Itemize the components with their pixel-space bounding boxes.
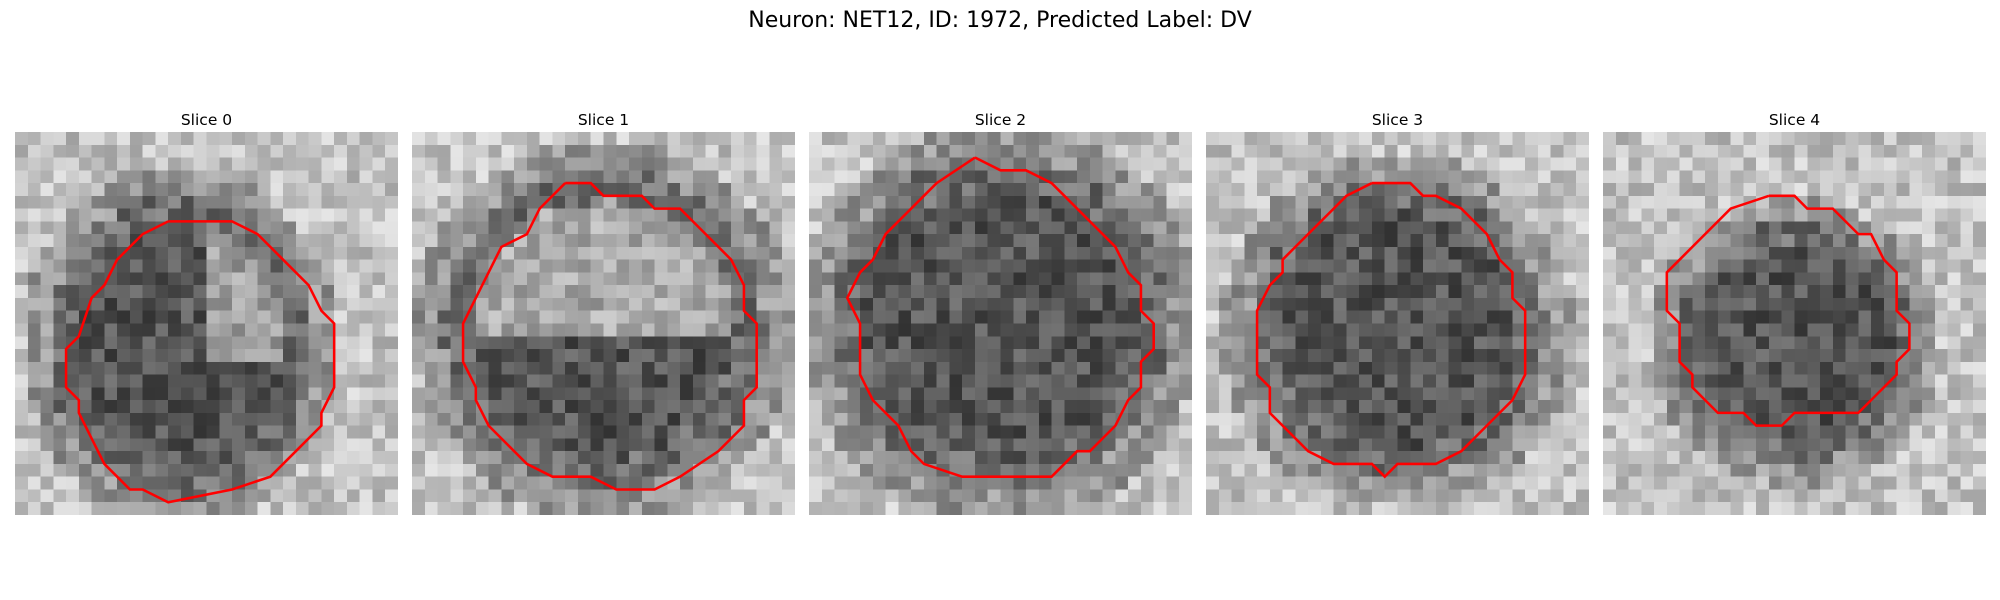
slice-title: Slice 3 — [1371, 111, 1424, 129]
slice-panel-2: Slice 2 — [809, 110, 1192, 515]
slice-image-4 — [1603, 132, 1986, 515]
slice-title: Slice 0 — [180, 111, 233, 129]
slice-image-2 — [809, 132, 1192, 515]
roi-contour — [64, 220, 336, 504]
figure-title: Neuron: NET12, ID: 1972, Predicted Label… — [748, 8, 1252, 33]
roi-contour — [461, 181, 758, 491]
slice-panel-3: Slice 3 — [1206, 110, 1589, 515]
slice-panel-4: Slice 4 — [1603, 110, 1986, 515]
roi-contour — [1255, 181, 1527, 479]
slice-title: Slice 2 — [974, 111, 1027, 129]
slice-panel-1: Slice 1 — [412, 110, 795, 515]
roi-contour — [845, 156, 1155, 478]
slice-image-1 — [412, 132, 795, 515]
slice-image-0 — [15, 132, 398, 515]
slice-panel-0: Slice 0 — [15, 110, 398, 515]
slice-title: Slice 1 — [577, 111, 630, 129]
slice-image-3 — [1206, 132, 1589, 515]
roi-contour — [1665, 194, 1911, 427]
slice-title: Slice 4 — [1768, 111, 1821, 129]
